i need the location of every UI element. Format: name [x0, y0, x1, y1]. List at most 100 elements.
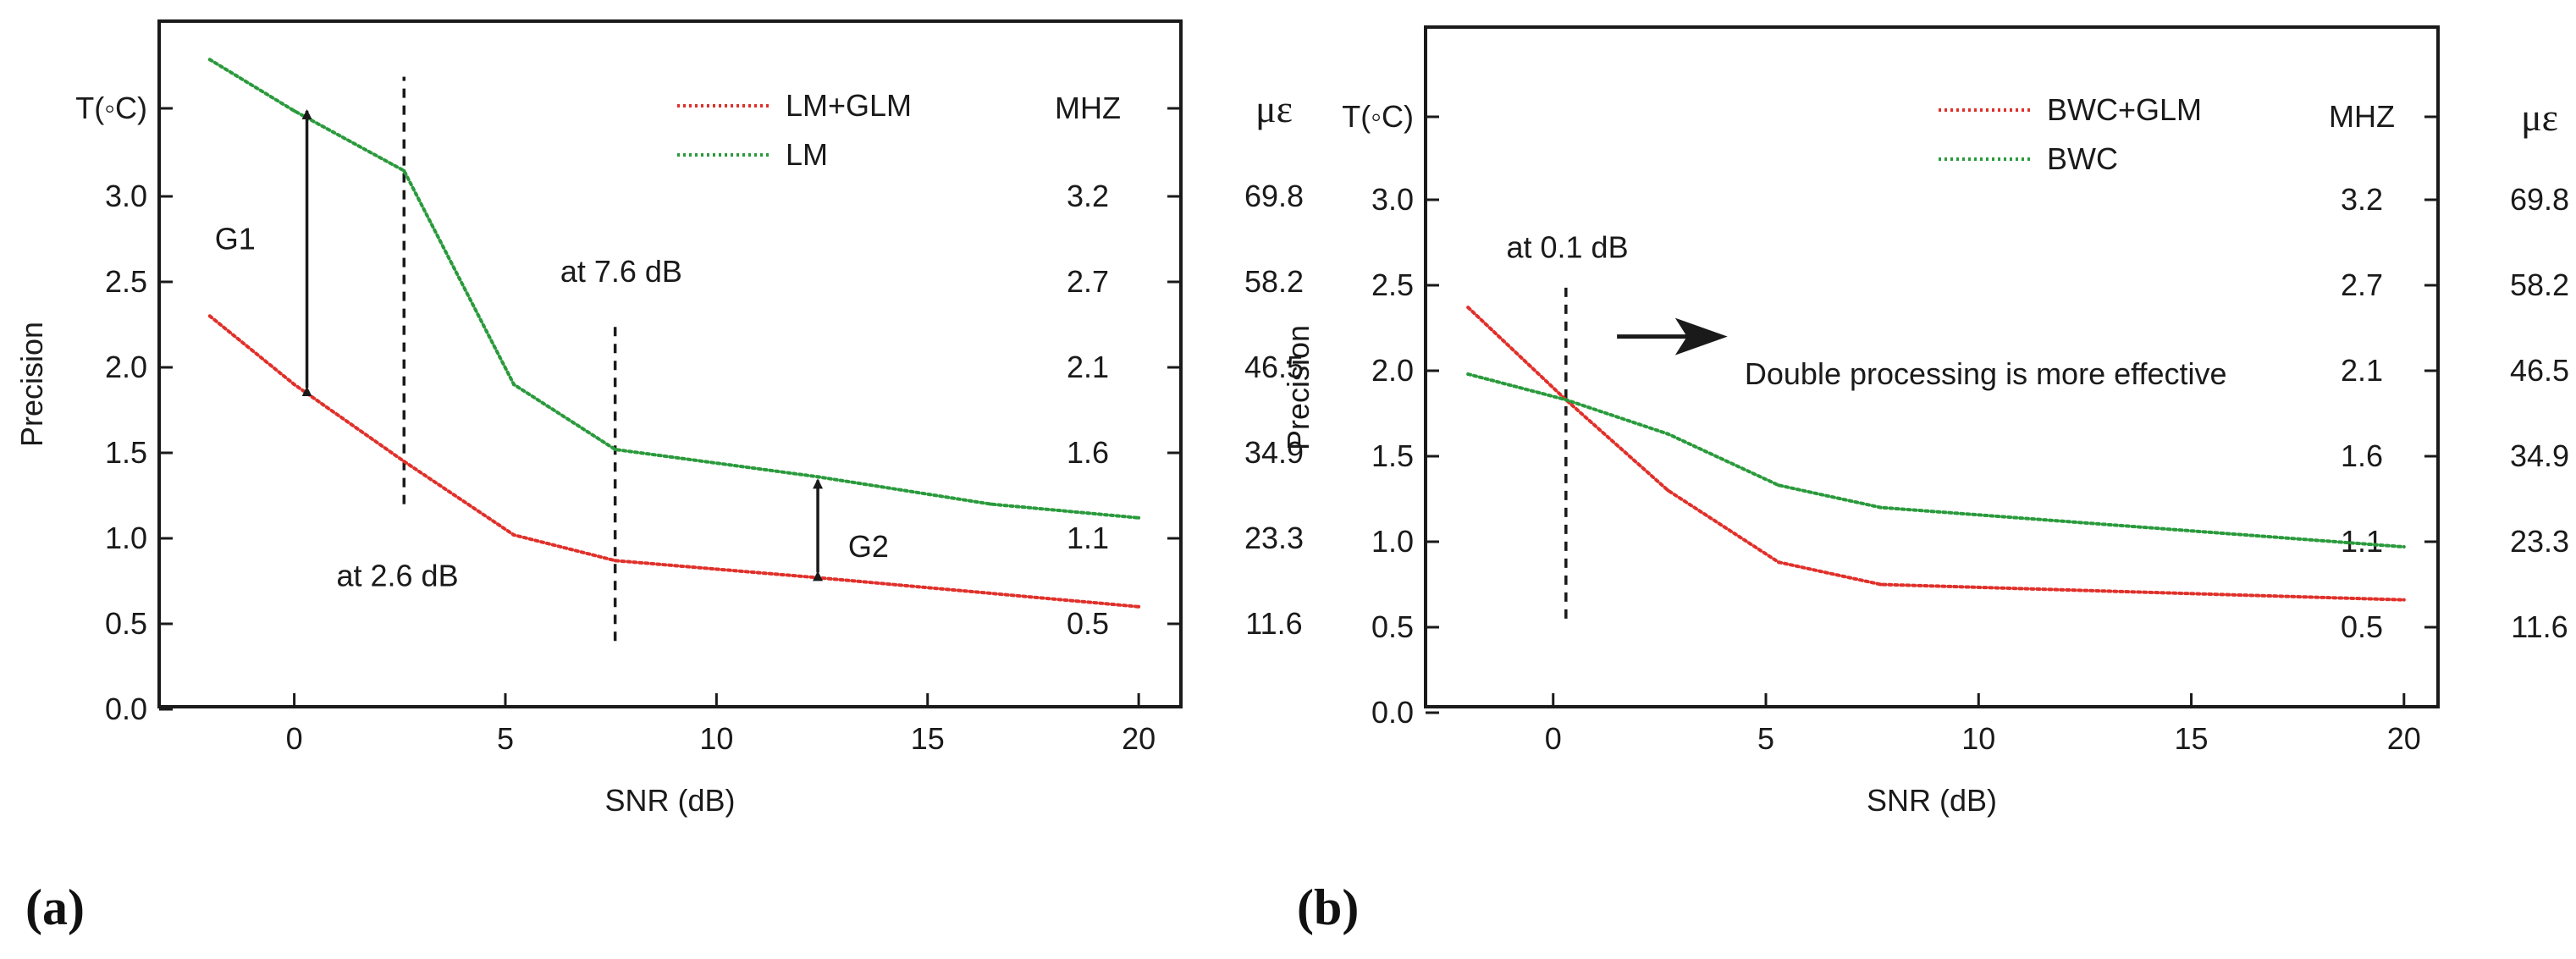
x-tick-label: 20 — [2387, 721, 2421, 756]
x-tick-label: 5 — [1757, 721, 1774, 756]
right-axis-2-tick: 34.9 — [2510, 438, 2569, 473]
y-axis-label: Precision — [14, 322, 49, 447]
y-tick-label: 2.5 — [1371, 267, 1414, 302]
right-axis-1-tick: 2.7 — [1067, 264, 1109, 299]
series-line-bwc-glm — [1466, 306, 2406, 602]
chart-a: 0.0 0.5 1.0 1.5 2.0 2.5 3.0 T(◦C) MHZ 0.5 1.1 1.6 2.… — [14, 19, 1304, 935]
series-line-bwc — [1466, 372, 2406, 549]
y-tick-label: 2.5 — [105, 264, 147, 299]
data-point — [1564, 398, 1568, 402]
right-axis-2-tick: 11.6 — [1245, 606, 1302, 641]
plot-frame — [1424, 25, 2440, 708]
gap-label: G1 — [215, 222, 256, 256]
y-tick-label: 2.0 — [105, 350, 147, 384]
x-tick-label: 10 — [699, 721, 733, 756]
x-tick-label: 5 — [497, 721, 514, 756]
y-tick-label: 3.0 — [105, 179, 147, 213]
data-point — [1666, 488, 1670, 493]
right-axis-1-tick: 3.2 — [1067, 179, 1109, 213]
right-axis-2-tick: 23.3 — [1244, 521, 1304, 555]
data-point — [1137, 515, 1141, 520]
data-point — [402, 460, 406, 464]
data-point — [2402, 598, 2406, 602]
legend-label: BWC+GLM — [2047, 92, 2202, 127]
data-point — [1777, 483, 1781, 488]
panel-label: (b) — [1297, 879, 1359, 935]
legend-label: LM+GLM — [786, 88, 912, 123]
y-tick-label: 1.5 — [1371, 438, 1414, 473]
y-tick-label: 1.0 — [105, 521, 147, 555]
right-axis-2-tick: 46.5 — [1244, 350, 1304, 384]
right-axis-2-tick: 34.9 — [1244, 435, 1304, 470]
right-axis-1-tick: 2.7 — [2341, 267, 2383, 302]
y-top-label: T(◦C) — [1342, 99, 1414, 134]
right-axis-2-tick: 23.3 — [2510, 524, 2569, 559]
y-tick-label: 0.5 — [105, 606, 147, 641]
gap-label: G2 — [848, 529, 889, 564]
data-point — [1466, 306, 1470, 310]
right-axis-1-tick: 3.2 — [2341, 182, 2383, 217]
x-tick-label: 0 — [1545, 721, 1562, 756]
data-point — [207, 314, 212, 318]
annotation: at 7.6 dB — [560, 254, 682, 289]
y-axis-label: Precision — [1281, 325, 1316, 450]
y-top-label: T(◦C) — [75, 91, 147, 125]
data-point — [989, 502, 993, 506]
right-axis-1-tick: 2.1 — [2341, 353, 2383, 388]
data-point — [292, 383, 296, 387]
data-point — [402, 168, 406, 173]
x-tick-label: 15 — [2175, 721, 2209, 756]
right-axis-2-tick: 58.2 — [2510, 267, 2569, 302]
data-point — [1466, 372, 1470, 377]
y-tick-label: 2.0 — [1371, 353, 1414, 388]
right-axis-1-tick: 0.5 — [1067, 606, 1109, 641]
data-point — [207, 58, 212, 62]
annotation: Double processing is more effective — [1745, 356, 2227, 391]
effect-arrow-head — [1674, 317, 1728, 355]
y-tick-label: 1.0 — [1371, 524, 1414, 559]
x-axis-label: SNR (dB) — [604, 783, 735, 818]
y-tick-label: 0.0 — [105, 692, 147, 726]
x-tick-label: 15 — [911, 721, 945, 756]
data-point — [511, 532, 516, 537]
legend-label: BWC — [2047, 141, 2118, 176]
right-axis-2-tick: 69.8 — [2510, 182, 2569, 217]
y-tick-label: 3.0 — [1371, 182, 1414, 217]
right-axis-1-tick: 1.6 — [2341, 438, 2383, 473]
data-point — [1878, 582, 1883, 587]
data-point — [511, 383, 516, 387]
data-point — [2402, 545, 2406, 549]
right-axis-1-tick: 1.1 — [1067, 521, 1109, 555]
y-tick-label: 0.0 — [1371, 695, 1414, 730]
data-point — [816, 576, 820, 580]
right-axis-1-tick: 0.5 — [2341, 609, 2383, 644]
data-point — [292, 109, 296, 113]
annotation: at 2.6 dB — [336, 558, 458, 592]
y-tick-label: 0.5 — [1371, 609, 1414, 644]
right-axis-2-tick: 11.6 — [2511, 609, 2568, 644]
data-point — [816, 475, 820, 479]
plot-frame — [157, 19, 1183, 708]
panel-label: (a) — [25, 879, 85, 935]
right-axis-2-tick: 58.2 — [1244, 264, 1304, 299]
data-point — [613, 559, 617, 563]
right-axis-1-tick: 2.1 — [1067, 350, 1109, 384]
data-point — [613, 447, 617, 451]
y-tick-label: 1.5 — [105, 435, 147, 470]
right-axis-2-tick: 69.8 — [1244, 179, 1304, 213]
chart-b: 0.00.51.01.52.02.53.0T(◦C) MHZ0.51.11.62.… — [1281, 25, 2569, 935]
right-axis-1-tick: 1.6 — [1067, 435, 1109, 470]
right-axis-2-title: με — [1255, 87, 1293, 130]
right-axis-2-title: με — [2521, 96, 2558, 139]
x-tick-label: 10 — [1961, 721, 1995, 756]
x-tick-label: 20 — [1122, 721, 1156, 756]
x-axis-label: SNR (dB) — [1867, 783, 1997, 818]
series-line-lm — [207, 58, 1141, 520]
legend-label: LM — [786, 137, 828, 172]
data-point — [1777, 560, 1781, 565]
data-point — [1878, 505, 1883, 510]
x-tick-label: 0 — [286, 721, 303, 756]
annotation: at 0.1 dB — [1506, 230, 1628, 265]
data-point — [1137, 604, 1141, 609]
